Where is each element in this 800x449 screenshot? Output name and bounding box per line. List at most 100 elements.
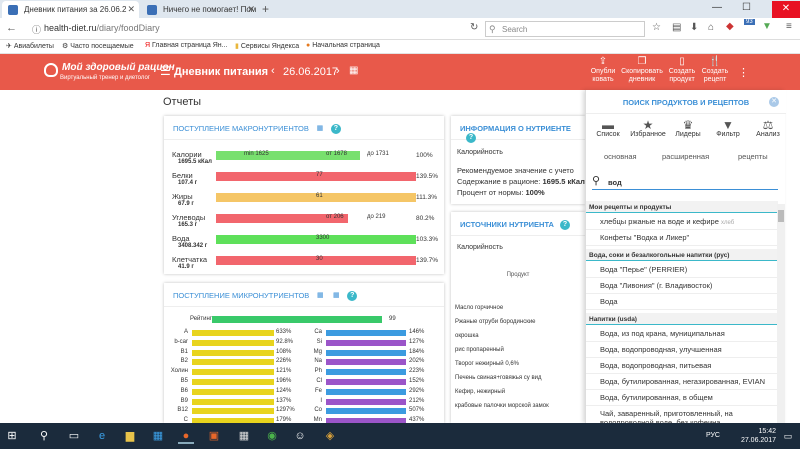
clock[interactable]: 15:42 27.06.2017 bbox=[741, 427, 776, 445]
app2-icon[interactable]: ◈ bbox=[325, 430, 335, 442]
result-item[interactable]: Вода, водопроводная, питьевая bbox=[600, 361, 776, 370]
tab-diary[interactable]: Дневник питания за 26.06.2 ✕ bbox=[2, 1, 139, 18]
source-row[interactable]: рис пропаренный bbox=[455, 347, 504, 353]
result-item[interactable]: Вода, бутилированная, в общем bbox=[600, 393, 776, 402]
calendar-icon[interactable]: ▦ bbox=[316, 125, 324, 133]
macro-bar: 61 bbox=[216, 193, 416, 202]
help-icon[interactable]: ? bbox=[466, 133, 476, 144]
explorer-icon[interactable]: ▆ bbox=[125, 430, 135, 442]
back-icon[interactable]: ← bbox=[6, 22, 17, 34]
result-item[interactable]: Вода, бутилированная, негазированная, EV… bbox=[600, 377, 776, 386]
logo-title[interactable]: Мой здоровый рацион bbox=[62, 62, 175, 73]
reload-icon[interactable]: ↻ bbox=[470, 22, 479, 33]
star-icon[interactable]: ☆ bbox=[652, 22, 661, 33]
source-row[interactable]: Творог нежирный 0,6% bbox=[455, 361, 519, 367]
close-icon[interactable]: ✕ bbox=[769, 97, 779, 107]
mineral-bar bbox=[326, 408, 406, 415]
panel-title: Источники нутриента bbox=[460, 220, 554, 229]
tab-favorites[interactable]: ★ Избранное bbox=[628, 118, 668, 138]
copy-diary-button[interactable]: ❐ Скопировать дневник bbox=[620, 57, 664, 84]
scrollbar-thumb[interactable] bbox=[778, 210, 784, 222]
macro-percent: 139.7% bbox=[416, 257, 439, 264]
help-icon[interactable]: ? bbox=[330, 124, 341, 135]
source-row[interactable]: окрошка bbox=[455, 333, 479, 339]
language-indicator[interactable]: РУС bbox=[705, 432, 720, 439]
result-item[interactable]: хлебцы ржаные на воде и кефире хлеб bbox=[600, 217, 776, 228]
tab-filter[interactable]: ▼ Фильтр bbox=[708, 118, 748, 138]
bookmark-item[interactable]: ⚙ Часто посещаемые bbox=[62, 43, 134, 50]
close-window-button[interactable]: ✕ bbox=[772, 1, 800, 18]
search-icon[interactable]: ⚲ bbox=[39, 430, 49, 442]
info-icon[interactable]: ⓘ bbox=[32, 25, 42, 35]
minimize-button[interactable]: — bbox=[712, 2, 722, 13]
result-item[interactable]: Конфеты "Водка и Ликер" bbox=[600, 233, 776, 242]
mineral-bar bbox=[326, 330, 406, 336]
result-item[interactable]: Вода "Ливония" (г. Владивосток) bbox=[600, 281, 776, 290]
calendar-icon[interactable]: ▦ bbox=[349, 65, 359, 76]
result-item[interactable]: Чай, заваренный, приготовленный, на водо… bbox=[600, 409, 776, 427]
more-icon[interactable]: ⋮ bbox=[738, 67, 749, 79]
result-item[interactable]: Вода, водопроводная, улучшенная bbox=[600, 345, 776, 354]
product-search-input[interactable]: вод bbox=[592, 176, 778, 190]
source-row[interactable]: Кефир, нежирный bbox=[455, 389, 506, 395]
source-row[interactable]: Масло горчичное bbox=[455, 305, 504, 311]
app-icon[interactable]: ▣ bbox=[208, 430, 220, 442]
publish-button[interactable]: ⇪ Опубли ковать bbox=[588, 56, 618, 84]
source-row[interactable]: крабовые палочки морской замок bbox=[455, 403, 549, 409]
prev-date-icon[interactable]: ‹ bbox=[271, 65, 275, 77]
windows-start-icon[interactable]: ⊞ bbox=[7, 430, 17, 442]
bookmark-item[interactable]: ▮ Сервисы Яндекса bbox=[235, 43, 300, 50]
bookmark-item[interactable]: ✈ Авиабилеты bbox=[6, 43, 54, 50]
edge-icon[interactable]: e bbox=[98, 430, 106, 442]
tab-list[interactable]: ▬ Список bbox=[588, 118, 628, 138]
help-icon[interactable]: ? bbox=[559, 220, 570, 231]
create-product-button[interactable]: ▯ Создать продукт bbox=[667, 57, 697, 84]
vitamin-percent: 92.8% bbox=[276, 338, 294, 345]
calendar-icon[interactable]: ▦ bbox=[316, 292, 324, 300]
calendar-icon[interactable]: ▦ bbox=[332, 292, 340, 300]
home-icon[interactable]: ⌂ bbox=[708, 22, 715, 33]
tab-leaders[interactable]: ♛ Лидеры bbox=[668, 118, 708, 138]
hamburger-icon[interactable]: ☰ bbox=[160, 64, 171, 78]
result-item[interactable]: Вода "Перье" (PERRIER) bbox=[600, 265, 776, 274]
task-view-icon[interactable]: ▭ bbox=[68, 430, 80, 442]
calculator-icon[interactable]: ▦ bbox=[238, 430, 250, 442]
subtab-basic[interactable]: основная bbox=[604, 152, 637, 161]
info-content-value: 1695.5 кКал bbox=[542, 177, 585, 186]
create-recipe-button[interactable]: 🍴 Создать рецепт bbox=[700, 57, 730, 84]
notification-icon[interactable]: ▭ bbox=[783, 431, 793, 441]
bookmark-item[interactable]: ● Начальная страница bbox=[306, 42, 380, 49]
result-item[interactable]: Вода, из под крана, муниципальная bbox=[600, 329, 776, 338]
source-row[interactable]: Ржаные отруби бородинские bbox=[455, 319, 536, 325]
close-tab-icon[interactable]: ✕ bbox=[247, 4, 255, 14]
extension-icon[interactable]: ◆ bbox=[726, 21, 734, 32]
url-field[interactable]: health-diet.ru/diary/foodDiary bbox=[44, 23, 160, 33]
help-icon[interactable]: ? bbox=[347, 291, 358, 302]
current-date[interactable]: 26.06.2017 bbox=[283, 66, 339, 78]
divider bbox=[586, 277, 778, 278]
new-tab-button[interactable]: + bbox=[262, 2, 270, 16]
reading-list-icon[interactable]: ▤ bbox=[672, 22, 682, 33]
people-icon[interactable]: ☺ bbox=[294, 430, 306, 442]
firefox-icon[interactable]: ● bbox=[178, 428, 194, 444]
subtab-recipes[interactable]: рецепты bbox=[738, 152, 768, 161]
scrollbar[interactable] bbox=[777, 204, 785, 423]
search-input[interactable]: ⚲ Search bbox=[485, 21, 645, 37]
maximize-button[interactable]: ☐ bbox=[742, 2, 751, 13]
addon-icon[interactable]: ▼ bbox=[762, 21, 772, 32]
source-row[interactable]: Печень свиная+говяжья су вид bbox=[455, 375, 542, 381]
menu-icon[interactable]: ≡ bbox=[786, 21, 792, 32]
store-icon[interactable]: ▦ bbox=[152, 430, 164, 442]
bookmark-item[interactable]: Я Главная страница Ян... bbox=[145, 42, 228, 49]
download-icon[interactable]: ⬇ bbox=[690, 22, 699, 33]
close-tab-icon[interactable]: ✕ bbox=[127, 4, 135, 14]
share-icon: ⇪ bbox=[598, 56, 608, 67]
result-item[interactable]: Вода bbox=[600, 297, 776, 306]
tab-forum[interactable]: Ничего не помогает! Пом ✕ bbox=[141, 1, 259, 18]
mineral-name: Ca bbox=[314, 329, 322, 335]
vitamin-percent: 179% bbox=[276, 417, 292, 423]
chrome-icon[interactable]: ◉ bbox=[267, 430, 277, 442]
next-date-icon[interactable]: › bbox=[336, 65, 340, 77]
subtab-extended[interactable]: расширенная bbox=[662, 152, 710, 161]
tab-analysis[interactable]: ⚖ Анализ bbox=[748, 118, 788, 138]
